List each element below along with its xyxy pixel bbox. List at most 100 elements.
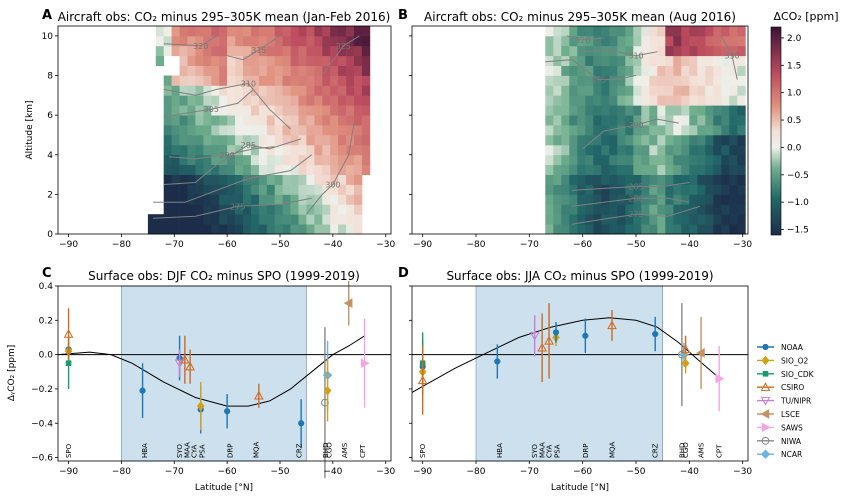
heatmap-cell: [729, 164, 738, 175]
heatmap-cell: [219, 55, 228, 66]
heatmap-cell: [617, 65, 626, 76]
heatmap-cell: [713, 135, 722, 146]
legend-entry-csiro: CSIRO: [757, 382, 804, 392]
fit-curve: [57, 335, 365, 407]
heatmap-cell: [282, 45, 291, 57]
heatmap-cell: [211, 184, 220, 195]
heatmap-cell: [171, 144, 180, 156]
heatmap-cell: [179, 224, 188, 235]
heatmap-cell: [354, 85, 363, 96]
heatmap-cell: [665, 204, 674, 215]
heatmap-cell: [697, 115, 706, 126]
heatmap-cell: [203, 184, 212, 195]
heatmap-cell: [203, 164, 212, 175]
heatmap-cell: [361, 85, 371, 96]
heatmap-cell: [338, 26, 347, 37]
heatmap-cell: [203, 45, 212, 57]
legend-marker: [761, 355, 770, 366]
legend-entry-noaa: NOAA: [757, 343, 804, 352]
heatmap-cell: [641, 95, 650, 106]
panel-label-d: D: [398, 266, 409, 281]
heatmap-cell: [282, 184, 291, 195]
heatmap-cell: [211, 135, 220, 146]
data-point-tu-nipr: [529, 315, 540, 357]
heatmap-cell: [306, 65, 315, 76]
heatmap-cell: [577, 45, 586, 57]
heatmap-cell: [306, 194, 315, 205]
heatmap-cell: [561, 85, 570, 96]
contour-label: 320: [575, 36, 590, 45]
heatmap-cell: [322, 224, 331, 235]
heatmap-cell: [617, 45, 626, 57]
heatmap-cell: [266, 135, 276, 146]
heatmap-cell: [306, 45, 315, 57]
heatmap-cell: [697, 105, 706, 116]
colorbar-label: ΔCO₂ [ppm]: [773, 10, 838, 23]
y-tick-label: 0.4: [39, 282, 54, 292]
legend-label: SIO_O2: [781, 356, 809, 365]
heatmap-cell: [243, 75, 252, 86]
heatmap-cell: [219, 174, 228, 185]
heatmap-cell: [346, 154, 355, 166]
heatmap-cell: [250, 85, 260, 96]
heatmap-cell: [697, 204, 706, 215]
heatmap-cell: [665, 184, 674, 195]
contour-label: 325: [336, 42, 351, 51]
heatmap-cell: [274, 194, 283, 205]
heatmap-cell: [314, 115, 323, 126]
heatmap-cell: [354, 75, 363, 86]
heatmap-cell: [203, 214, 212, 225]
heatmap-cell: [354, 65, 363, 76]
heatmap-cell: [721, 95, 730, 106]
heatmap-cell: [195, 26, 204, 37]
heatmap-cell: [243, 125, 252, 136]
heatmap-cell: [361, 164, 371, 175]
heatmap-cell: [354, 144, 363, 156]
heatmap-cell: [346, 105, 355, 116]
heatmap-cell: [290, 65, 299, 76]
heatmap-cell: [298, 135, 307, 146]
heatmap-cell: [171, 95, 180, 106]
heatmap-cell: [361, 75, 371, 86]
y-tick-label: 8: [47, 72, 53, 82]
heatmap-cell: [633, 65, 642, 76]
heatmap-cell: [243, 35, 252, 47]
heatmap-cell: [227, 164, 236, 175]
point-marker: [224, 408, 231, 415]
point-marker: [298, 420, 305, 427]
heatmap-cell: [649, 75, 658, 86]
heatmap-cell: [577, 26, 586, 37]
heatmap-cell: [330, 174, 339, 185]
heatmap-cell: [227, 45, 236, 57]
heatmap-cell: [195, 204, 204, 215]
heatmap-cell: [290, 35, 299, 47]
heatmap-cell: [163, 35, 172, 47]
heatmap-cell: [657, 75, 666, 86]
heatmap-cell: [346, 194, 355, 205]
heatmap-cell: [681, 105, 690, 116]
heatmap-cell: [219, 105, 228, 116]
heatmap-cell: [314, 85, 323, 96]
heatmap-cell: [243, 85, 252, 96]
heatmap-cell: [697, 45, 706, 57]
heatmap-cell: [290, 174, 299, 185]
heatmap-cell: [306, 55, 315, 66]
heatmap-cell: [243, 224, 252, 235]
legend-marker: [762, 371, 769, 377]
heatmap-cell: [673, 154, 682, 166]
heatmap-cell: [211, 105, 220, 116]
heatmap-cell: [235, 204, 244, 215]
heatmap-cell: [179, 75, 188, 86]
shaded-band: [121, 285, 307, 462]
heatmap-cell: [306, 154, 315, 166]
heatmap-cell: [314, 95, 323, 106]
heatmap-cell: [625, 224, 634, 235]
heatmap-cell: [298, 174, 307, 185]
legend-entry-ncar: NCAR: [757, 449, 802, 459]
heatmap-cell: [729, 35, 738, 47]
heatmap-cell: [163, 105, 172, 116]
heatmap-cell: [211, 224, 220, 235]
heatmap-cell: [585, 194, 594, 205]
heatmap-cell: [625, 144, 634, 156]
heatmap-cell: [633, 45, 642, 57]
